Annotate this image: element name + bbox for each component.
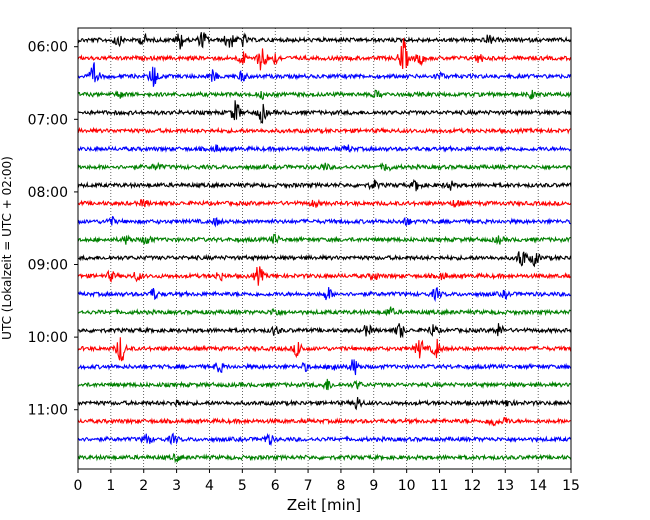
x-tick-label: 2 — [139, 478, 148, 494]
x-axis-label: Zeit [min] — [287, 496, 361, 514]
trace-1015 — [77, 359, 571, 376]
trace-1000 — [77, 337, 572, 362]
y-tick-label: 11:00 — [28, 403, 68, 419]
seismogram-traces — [77, 32, 572, 464]
x-tick-label: 4 — [205, 478, 214, 494]
trace-1130 — [77, 452, 572, 464]
trace-1045 — [77, 396, 572, 411]
trace-1030 — [77, 378, 572, 391]
trace-0900 — [77, 266, 571, 286]
y-tick-label: 08:00 — [28, 185, 68, 201]
y-axis-ticks: 06:00 07:00 08:00 09:00 10:00 11:00 — [28, 40, 78, 419]
x-tick-label: 15 — [562, 478, 580, 494]
x-tick-label: 14 — [529, 478, 547, 494]
x-tick-label: 13 — [496, 478, 514, 494]
y-tick-label: 09:00 — [28, 258, 68, 274]
trace-0730 — [77, 161, 572, 172]
trace-1100 — [77, 416, 572, 427]
trace-0800 — [77, 198, 572, 208]
trace-0545 — [77, 32, 572, 50]
y-axis-label: UTC (Lokalzeit = UTC + 02:00) — [0, 156, 14, 340]
y-tick-label: 06:00 — [28, 40, 68, 56]
plot-frame — [77, 27, 572, 470]
x-tick-label: 8 — [336, 478, 345, 494]
trace-0615 — [77, 62, 572, 87]
y-tick-label: 10:00 — [28, 330, 68, 346]
trace-0845 — [77, 251, 572, 268]
x-tick-label: 3 — [172, 478, 181, 494]
x-tick-label: 9 — [369, 478, 378, 494]
x-tick-label: 12 — [463, 478, 481, 494]
trace-0915 — [77, 287, 572, 303]
x-tick-label: 10 — [398, 478, 416, 494]
x-tick-label: 1 — [106, 478, 115, 494]
trace-0815 — [77, 215, 572, 228]
x-tick-label: 5 — [238, 478, 247, 494]
y-tick-label: 07:00 — [28, 112, 68, 128]
x-tick-label: 0 — [74, 478, 83, 494]
trace-0600 — [77, 38, 572, 71]
x-tick-label: 7 — [304, 478, 313, 494]
trace-0645 — [77, 100, 572, 124]
trace-0745 — [77, 178, 572, 192]
x-tick-label: 6 — [271, 478, 280, 494]
trace-0700 — [77, 126, 572, 135]
trace-0945 — [77, 323, 572, 339]
trace-0930 — [77, 306, 572, 317]
trace-1115 — [77, 432, 572, 447]
trace-0715 — [77, 144, 572, 154]
trace-0830 — [77, 233, 572, 246]
x-axis-ticks: 0 1 2 3 4 5 6 7 8 9 10 11 12 13 14 15 — [74, 469, 580, 494]
x-tick-label: 11 — [431, 478, 449, 494]
trace-0630 — [77, 89, 572, 101]
